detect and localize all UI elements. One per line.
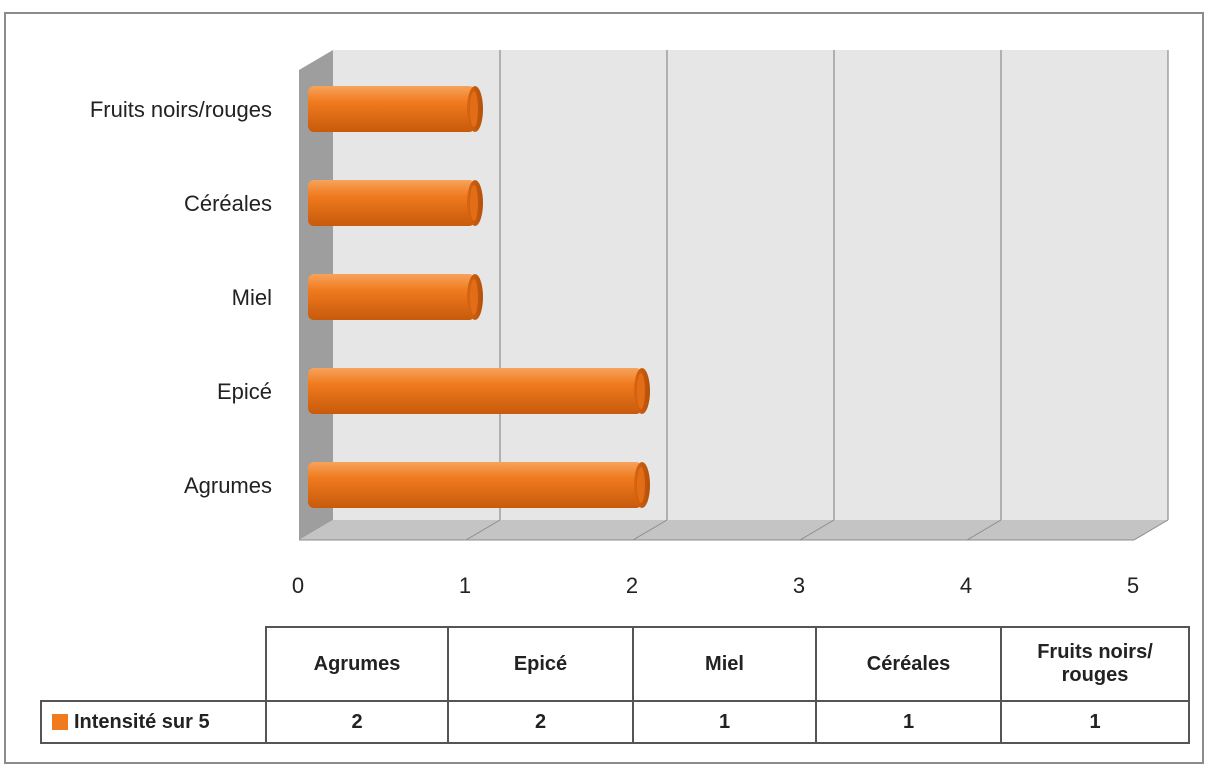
plot-floor [299,520,1168,540]
table-legend-cell: Intensité sur 5 [40,700,267,744]
bar-end-highlight [637,467,645,503]
bar-body [308,462,642,508]
floor-gridline [465,519,501,541]
table-value-cell: 1 [815,700,1002,744]
bar-body [308,86,475,132]
table-header-cell: Fruits noirs/ rouges [1000,626,1190,702]
floor-gridline [632,519,668,541]
bar-end-highlight [470,91,478,127]
x-tick-label: 1 [459,573,471,598]
bar-body [308,368,642,414]
category-label: Céréales [184,191,272,216]
table-header-cell: Epicé [447,626,634,702]
table-header-cell: Céréales [815,626,1002,702]
category-label: Epicé [217,379,272,404]
x-tick-label: 4 [960,573,972,598]
x-tick-label: 3 [793,573,805,598]
legend-swatch [52,714,68,730]
table-value-cell: 2 [265,700,449,744]
x-tick-label: 2 [626,573,638,598]
table-value-cell: 1 [1000,700,1190,744]
bar [308,462,650,508]
x-tick-label: 5 [1127,573,1139,598]
bar [308,368,650,414]
category-label: Fruits noirs/rouges [90,97,272,122]
x-axis-tick-labels: 0 1 2 3 4 5 [292,573,1139,598]
x-tick-label: 0 [292,573,304,598]
data-table: Agrumes Epicé Miel Céréales Fruits noirs… [40,626,1190,746]
bar-body [308,274,475,320]
table-value-cell: 1 [632,700,817,744]
bar [308,180,483,226]
bar-end-highlight [470,185,478,221]
table-header-cell: Miel [632,626,817,702]
bar-end-highlight [637,373,645,409]
bar [308,274,483,320]
category-label: Miel [232,285,272,310]
category-label: Agrumes [184,473,272,498]
table-header-cell: Agrumes [265,626,449,702]
bar-end-highlight [470,279,478,315]
category-labels: Agrumes Epicé Miel Céréales Fruits noirs/rou… [90,97,272,498]
gridlines [299,50,1169,541]
bar-body [308,180,475,226]
floor-gridline [966,519,1002,541]
bars [308,86,650,508]
table-value-cell: 2 [447,700,634,744]
legend-label: Intensité sur 5 [74,710,210,733]
bar [308,86,483,132]
floor-gridline [1133,519,1169,541]
floor-gridline [799,519,835,541]
